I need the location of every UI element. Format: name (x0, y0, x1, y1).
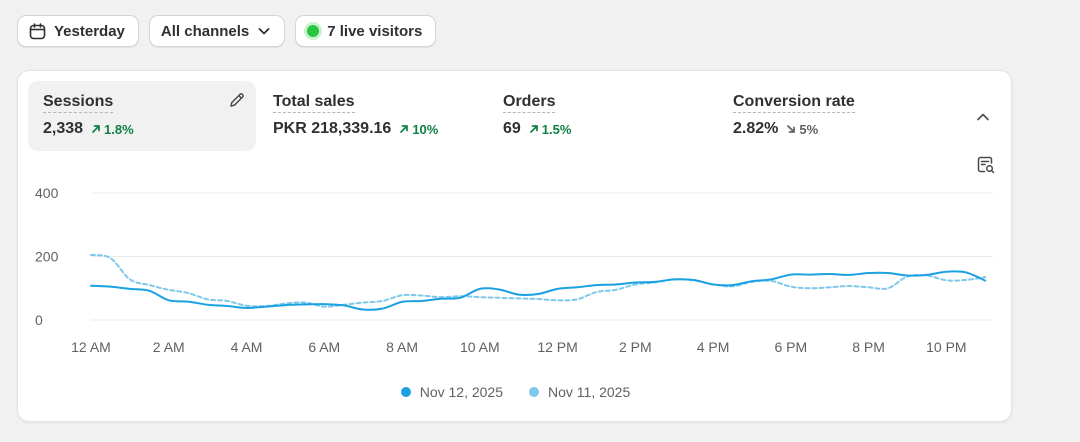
sessions-line-chart: 0 200 400 12 AM 2 AM 4 AM 6 AM 8 AM 10 AM 12 PM 2 … (35, 185, 993, 355)
metric-change: 1.8% (91, 122, 134, 137)
metric-value: PKR 218,339.16 (273, 120, 392, 137)
arrow-down-right-icon (787, 125, 796, 133)
view-report-icon[interactable] (976, 155, 996, 180)
chart-legend: Nov 12, 2025 Nov 11, 2025 (18, 384, 1013, 400)
y-tick-label: 400 (35, 185, 59, 201)
metric-label: Sessions (43, 93, 114, 113)
metric-label: Total sales (273, 93, 355, 113)
x-tick-label: 12 PM (537, 339, 577, 355)
metric-change: 5% (786, 122, 818, 137)
metric-orders[interactable]: Orders 69 1.5% (488, 81, 586, 151)
edit-pencil-icon[interactable] (228, 91, 246, 114)
metric-total-sales[interactable]: Total sales PKR 218,339.16 10% (258, 81, 453, 151)
x-tick-label: 6 AM (308, 339, 340, 355)
series-line-previous (90, 253, 987, 308)
x-tick-label: 10 AM (460, 339, 500, 355)
metric-change-value: 1.5% (541, 121, 572, 137)
calendar-icon (29, 22, 46, 40)
metric-value: 69 (503, 120, 521, 137)
metric-sessions[interactable]: Sessions 2,338 1.8% (28, 81, 256, 151)
x-tick-label: 2 PM (619, 339, 652, 355)
arrow-up-right-icon (400, 125, 409, 133)
x-tick-label: 4 PM (697, 339, 730, 355)
live-visitors-label: 7 live visitors (327, 22, 423, 40)
arrow-up-right-icon (529, 125, 538, 133)
date-range-label: Yesterday (54, 22, 125, 40)
metric-label: Conversion rate (733, 93, 855, 113)
x-tick-label: 4 AM (231, 339, 263, 355)
series-line-current (90, 270, 987, 311)
filter-bar: Yesterday All channels 7 live visitors (17, 15, 437, 47)
legend-item-previous[interactable]: Nov 11, 2025 (529, 384, 630, 400)
channel-filter-button[interactable]: All channels (148, 15, 286, 47)
chevron-up-icon[interactable] (973, 107, 993, 132)
live-status-dot (307, 25, 320, 37)
y-tick-label: 200 (35, 249, 59, 265)
x-tick-label: 10 PM (926, 339, 966, 355)
x-tick-label: 6 PM (774, 339, 807, 355)
y-tick-label: 0 (35, 312, 43, 328)
legend-item-current[interactable]: Nov 12, 2025 (400, 384, 504, 400)
metric-label: Orders (503, 93, 556, 113)
channel-filter-label: All channels (160, 22, 250, 40)
metric-value: 2,338 (43, 120, 84, 137)
live-visitors-button[interactable]: 7 live visitors (295, 15, 437, 47)
metric-conversion-rate[interactable]: Conversion rate 2.82% 5% (718, 81, 870, 151)
legend-label: Nov 11, 2025 (548, 384, 631, 400)
legend-dot (529, 387, 540, 397)
x-tick-label: 2 AM (153, 339, 185, 355)
metric-change-value: 5% (799, 121, 819, 137)
x-tick-label: 12 AM (71, 339, 111, 355)
analytics-card: Sessions 2,338 1.8% Total sales PKR 218,… (17, 70, 1012, 422)
legend-dot (400, 387, 411, 397)
date-range-button[interactable]: Yesterday (17, 15, 139, 47)
chevron-down-icon (257, 24, 271, 38)
x-tick-label: 8 PM (852, 339, 885, 355)
metric-change: 1.5% (529, 121, 572, 137)
legend-label: Nov 12, 2025 (419, 384, 504, 400)
metric-value: 2.82% (733, 120, 779, 137)
arrow-up-right-icon (92, 125, 100, 133)
metric-change-value: 10% (412, 121, 439, 137)
x-tick-label: 8 AM (386, 339, 418, 355)
metric-change-value: 1.8% (104, 121, 134, 137)
metric-change: 10% (399, 122, 438, 137)
